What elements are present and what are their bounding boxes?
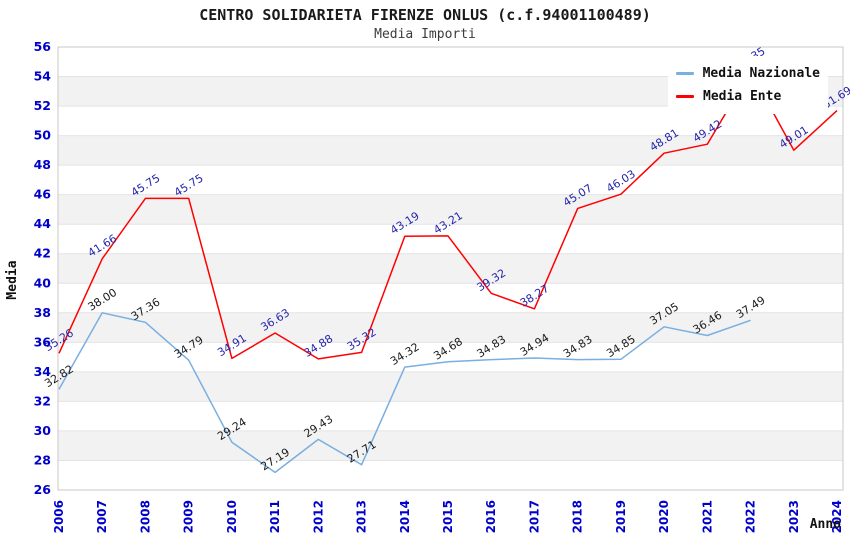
y-tick-label: 34 <box>34 364 52 379</box>
data-label: 34.32 <box>388 340 422 368</box>
x-tick-label: 2016 <box>484 500 498 533</box>
y-tick-label: 52 <box>34 98 51 113</box>
x-tick-label: 2010 <box>225 500 239 533</box>
legend-label: Media Nazionale <box>702 66 820 81</box>
grid-band <box>58 135 843 166</box>
x-tick-label: 2007 <box>95 500 109 533</box>
grid-band <box>58 430 843 461</box>
y-tick-label: 30 <box>34 423 52 438</box>
legend-swatch <box>676 95 694 98</box>
chart-subtitle: Media Importi <box>374 27 476 42</box>
chart-legend: Media Nazionale Media Ente <box>668 56 828 114</box>
x-axis-title: Anno <box>810 517 841 532</box>
legend-swatch <box>676 72 694 75</box>
legend-item-media-ente: Media Ente <box>676 85 820 108</box>
legend-item-media-nazionale: Media Nazionale <box>676 62 820 85</box>
x-tick-label: 2009 <box>182 500 196 533</box>
x-tick-label: 2021 <box>700 500 714 533</box>
x-tick-label: 2011 <box>268 500 282 533</box>
x-tick-label: 2006 <box>52 500 66 533</box>
series-line-0 <box>58 312 751 474</box>
y-tick-label: 36 <box>34 334 52 349</box>
x-tick-label: 2024 <box>830 500 844 533</box>
data-label: 38.00 <box>86 286 120 314</box>
series-line-1 <box>58 70 838 360</box>
y-tick-label: 38 <box>34 305 51 320</box>
y-tick-label: 42 <box>34 246 51 261</box>
y-tick-label: 32 <box>34 393 51 408</box>
legend-label: Media Ente <box>703 89 782 104</box>
x-tick-label: 2022 <box>744 500 758 533</box>
grid-band <box>58 312 843 343</box>
y-tick-label: 50 <box>34 128 52 143</box>
y-tick-label: 26 <box>34 482 52 497</box>
x-tick-label: 2015 <box>441 500 455 533</box>
data-label: 46.03 <box>604 167 638 195</box>
plot-border <box>57 46 844 491</box>
y-tick-label: 44 <box>34 216 52 231</box>
y-tick-label: 40 <box>34 275 52 290</box>
data-label: 38.27 <box>518 282 552 310</box>
y-tick-label: 56 <box>34 39 52 54</box>
x-tick-label: 2017 <box>527 500 541 533</box>
chart-title: CENTRO SOLIDARIETA FIRENZE ONLUS (c.f.94… <box>199 6 651 24</box>
x-tick-label: 2019 <box>614 500 628 533</box>
x-tick-label: 2008 <box>138 500 152 533</box>
x-tick-label: 2013 <box>355 500 369 533</box>
x-tick-label: 2014 <box>398 500 412 533</box>
x-tick-label: 2020 <box>657 500 671 533</box>
x-tick-label: 2023 <box>787 500 801 533</box>
y-tick-label: 28 <box>34 452 51 467</box>
y-tick-label: 48 <box>34 157 51 172</box>
grid-band <box>58 253 843 284</box>
x-tick-label: 2018 <box>571 500 585 533</box>
y-axis-title: Media <box>5 260 20 299</box>
x-tick-label: 2012 <box>311 500 325 533</box>
grid-band <box>58 371 843 402</box>
y-tick-label: 54 <box>34 69 52 84</box>
y-tick-label: 46 <box>34 187 52 202</box>
